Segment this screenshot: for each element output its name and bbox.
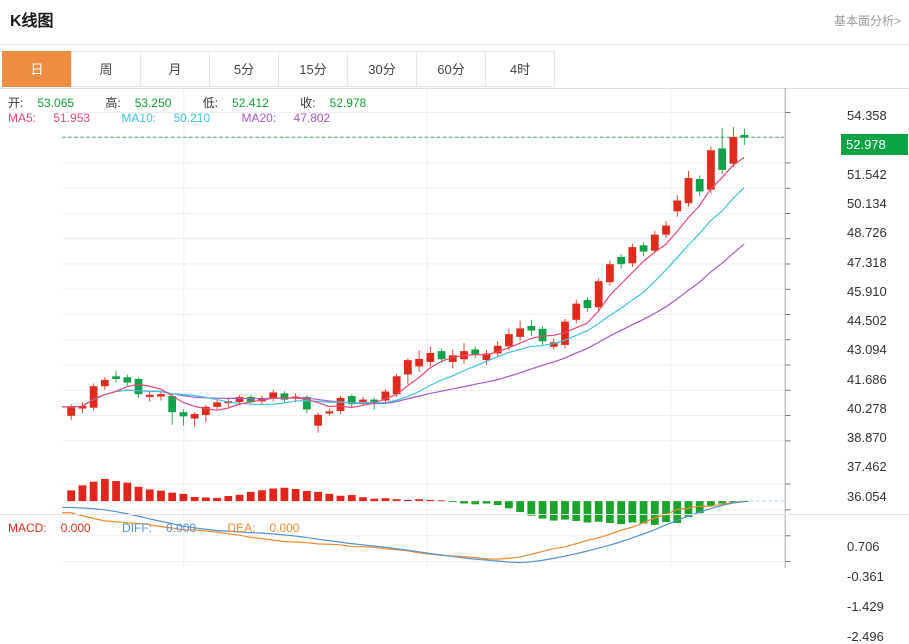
tab-月[interactable]: 月 [140, 51, 210, 87]
price-tick-label: 37.462 [847, 459, 887, 475]
tab-5分[interactable]: 5分 [209, 51, 279, 87]
ohlc-high: 高: 53.250 [105, 96, 172, 110]
price-tick-label: 48.726 [847, 225, 887, 241]
price-tick-label: 41.686 [847, 371, 887, 387]
ma5-legend: MA5: 51.953 [8, 111, 91, 125]
price-tick-label: 38.870 [847, 430, 887, 446]
ma10-legend: MA10: 50.210 [121, 111, 211, 125]
ma20-legend: MA20: 47.802 [241, 111, 331, 125]
macd-value-label: MACD: 0.000 [8, 521, 91, 535]
price-tick-label: 36.054 [847, 488, 887, 504]
macd-tick-label: -0.361 [847, 568, 884, 584]
price-tick-label: 54.358 [847, 108, 887, 124]
price-tick-label: 43.094 [847, 342, 887, 358]
fundamental-analysis-link[interactable]: 基本面分析> [833, 14, 901, 28]
macd-tick-label: 0.706 [847, 538, 880, 554]
price-tick-label: 45.910 [847, 283, 887, 299]
macd-tick-label: -1.429 [847, 598, 884, 614]
ohlc-legend: 开: 53.065 高: 53.250 低: 52.412 收: 52.978 [8, 94, 394, 111]
current-price-badge: 52.978 [841, 134, 908, 156]
price-tick-label: 47.318 [847, 254, 887, 270]
price-tick-label: 44.502 [847, 313, 887, 329]
macd-tick-label: -2.496 [847, 628, 884, 644]
page-title: K线图 [10, 13, 54, 30]
chart-top-border [0, 88, 909, 89]
price-tick-label: 50.134 [847, 196, 887, 212]
tab-60分[interactable]: 60分 [416, 51, 486, 87]
title-bar: K线图 基本面分析> [0, 0, 909, 45]
tab-4时[interactable]: 4时 [485, 51, 555, 87]
pane-divider [0, 514, 909, 515]
tab-日[interactable]: 日 [2, 51, 72, 87]
tab-30分[interactable]: 30分 [347, 51, 417, 87]
ohlc-open: 开: 53.065 [8, 96, 75, 110]
tab-周[interactable]: 周 [71, 51, 141, 87]
macd-legend: MACD: 0.000 DIFF: 0.000 DEA: 0.000 [8, 521, 327, 535]
ma-legend: MA5: 51.953 MA10: 50.210 MA20: 47.802 [8, 111, 358, 125]
ohlc-low: 低: 52.412 [202, 96, 269, 110]
period-tab-bar: 日周月 5分 15分 30分 60分 4时 [2, 51, 555, 87]
dea-value-label: DEA: 0.000 [227, 521, 300, 535]
diff-value-label: DIFF: 0.000 [122, 521, 197, 535]
price-tick-label: 51.542 [847, 166, 887, 182]
chart-area: 开: 53.065 高: 53.250 低: 52.412 收: 52.978 MA5:… [0, 88, 909, 644]
price-tick-label: 40.278 [847, 400, 887, 416]
tab-15分[interactable]: 15分 [278, 51, 348, 87]
ohlc-close: 收: 52.978 [300, 96, 367, 110]
chart-canvas[interactable] [0, 88, 909, 644]
